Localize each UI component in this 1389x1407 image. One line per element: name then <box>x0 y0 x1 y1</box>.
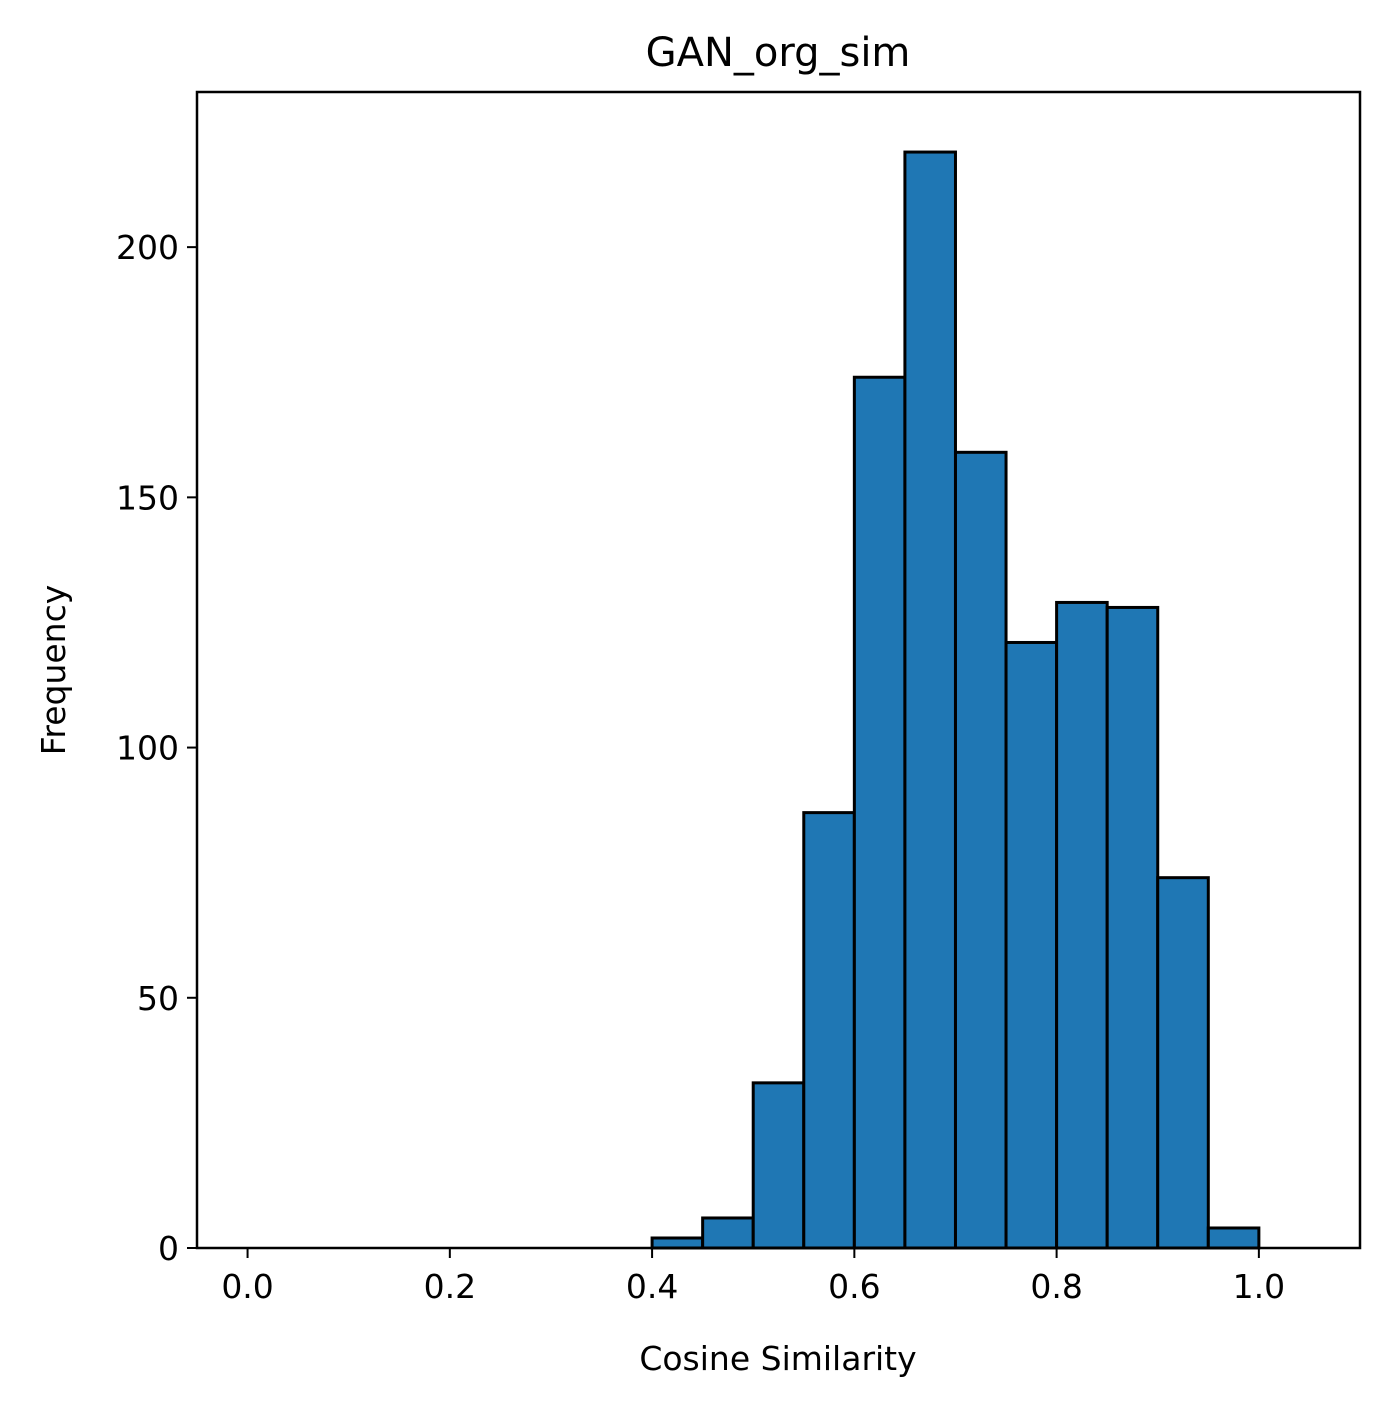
y-tick-label: 100 <box>116 729 179 768</box>
plot-frame <box>195 90 1362 1250</box>
x-tick-label: 0.0 <box>221 1267 273 1306</box>
histogram-bar <box>903 150 957 1250</box>
x-tick-label: 0.2 <box>424 1267 476 1306</box>
x-tick-label: 1.0 <box>1233 1267 1285 1306</box>
histogram-bar <box>701 1216 755 1250</box>
y-axis-label: Frequency <box>34 585 73 755</box>
x-tick-label: 0.4 <box>626 1267 678 1306</box>
histogram-bar <box>852 375 907 1250</box>
chart-title: GAN_org_sim <box>646 30 911 76</box>
histogram-bar <box>650 1236 705 1250</box>
histogram-bar <box>953 450 1008 1250</box>
bars-group <box>650 150 1261 1250</box>
histogram-bar <box>1156 876 1210 1250</box>
histogram-bar <box>751 1081 806 1250</box>
histogram-bar <box>1206 1226 1261 1250</box>
x-tick-label: 0.8 <box>1030 1267 1082 1306</box>
y-axis-ticks: 0 50 100 150 200 <box>116 228 197 1268</box>
histogram-bar <box>1105 605 1160 1250</box>
y-tick-label: 50 <box>137 979 179 1018</box>
x-axis-ticks: 0.0 0.2 0.4 0.6 0.8 1.0 <box>221 1248 1285 1306</box>
x-axis-label: Cosine Similarity <box>639 1339 916 1378</box>
y-tick-label: 200 <box>116 228 179 267</box>
y-tick-label: 0 <box>158 1229 179 1268</box>
histogram-bar <box>1055 600 1109 1250</box>
y-tick-label: 150 <box>116 478 179 517</box>
x-tick-label: 0.6 <box>828 1267 880 1306</box>
histogram-bar <box>802 811 856 1250</box>
histogram-bar <box>1004 640 1059 1250</box>
